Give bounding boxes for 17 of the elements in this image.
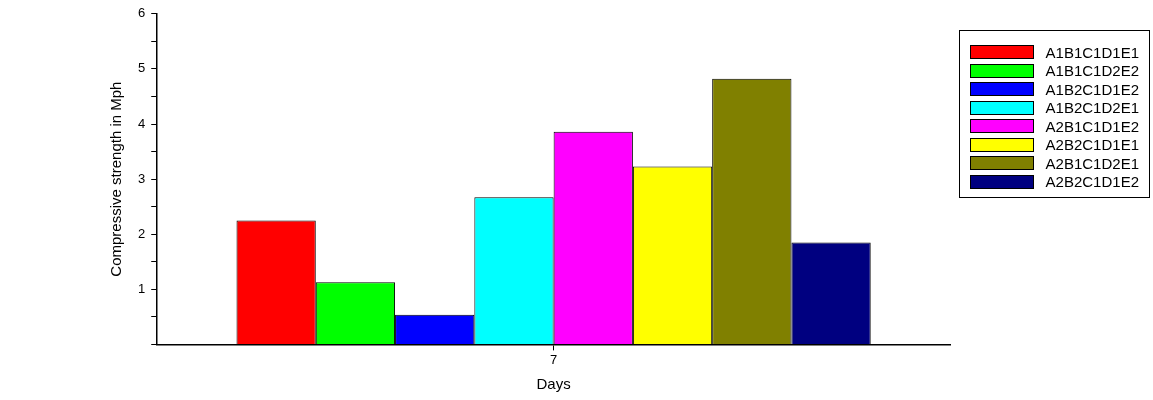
y-axis-title: Compressive strength in Mph xyxy=(107,81,125,277)
y-tick-label: 1 xyxy=(138,280,146,296)
y-tick-label: 2 xyxy=(138,225,146,241)
y-tick-label: 4 xyxy=(138,115,146,131)
y-tick-label: 5 xyxy=(138,60,146,76)
legend-label: A1B2C1D2E1 xyxy=(1045,99,1139,117)
y-tick-label: 6 xyxy=(138,5,146,21)
legend-label: A2B2C1D1E1 xyxy=(1045,136,1139,154)
legend-label: A1B1C1D1E1 xyxy=(1045,43,1139,61)
legend-label: A2B2C1D1E2 xyxy=(1045,173,1139,191)
legend-label: A1B2C1D1E2 xyxy=(1045,80,1139,98)
legend-label: A1B1C1D2E2 xyxy=(1045,62,1139,80)
legend-label: A2B1C1D2E1 xyxy=(1045,154,1139,172)
y-tick-label: 3 xyxy=(138,170,146,186)
legend-label: A2B1C1D1E2 xyxy=(1045,117,1139,135)
x-axis-title: Days xyxy=(536,375,571,393)
x-tick-label: 7 xyxy=(550,351,558,367)
